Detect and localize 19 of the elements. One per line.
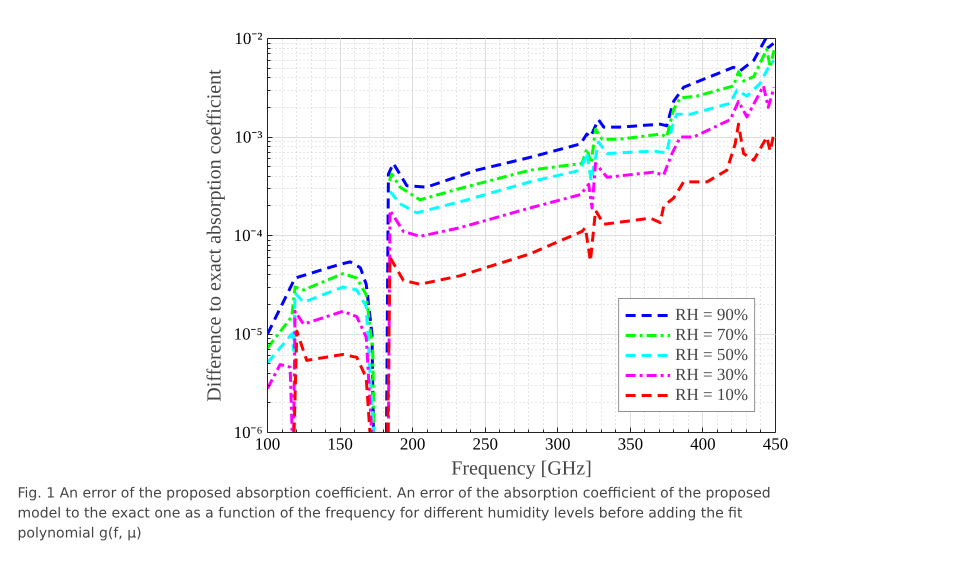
legend-label: RH = 30% [675,365,748,385]
x-tick-label: 450 [762,434,788,454]
y-tick-label: 10⁻⁴ [234,226,263,245]
legend-label: RH = 90% [675,305,748,325]
x-tick-label: 350 [618,434,644,454]
x-tick-label: 300 [545,434,571,454]
y-tick-label: 10⁻² [234,29,263,48]
x-tick-label: 200 [400,434,426,454]
legend-label: RH = 10% [675,385,748,405]
caption: Fig. 1 An error of the proposed absorption coefficient. An error of the absorption coefficient of the proposed model to the exact one as a function of the frequency for different humidity levels before adding the fit polynomial g(f, μ) [18,486,771,542]
legend-label: RH = 70% [675,325,748,345]
x-tick-label: 250 [472,434,498,454]
x-axis-title: Frequency [GHz] [451,458,592,480]
x-tick-label: 150 [327,434,353,454]
y-tick-label: 10⁻³ [234,128,263,146]
x-tick-label: 400 [690,434,716,454]
y-axis-title: Difference to exact absorption coefficient [204,68,226,402]
legend-label: RH = 50% [675,345,748,365]
y-tick-label: 10⁻⁵ [234,324,263,344]
